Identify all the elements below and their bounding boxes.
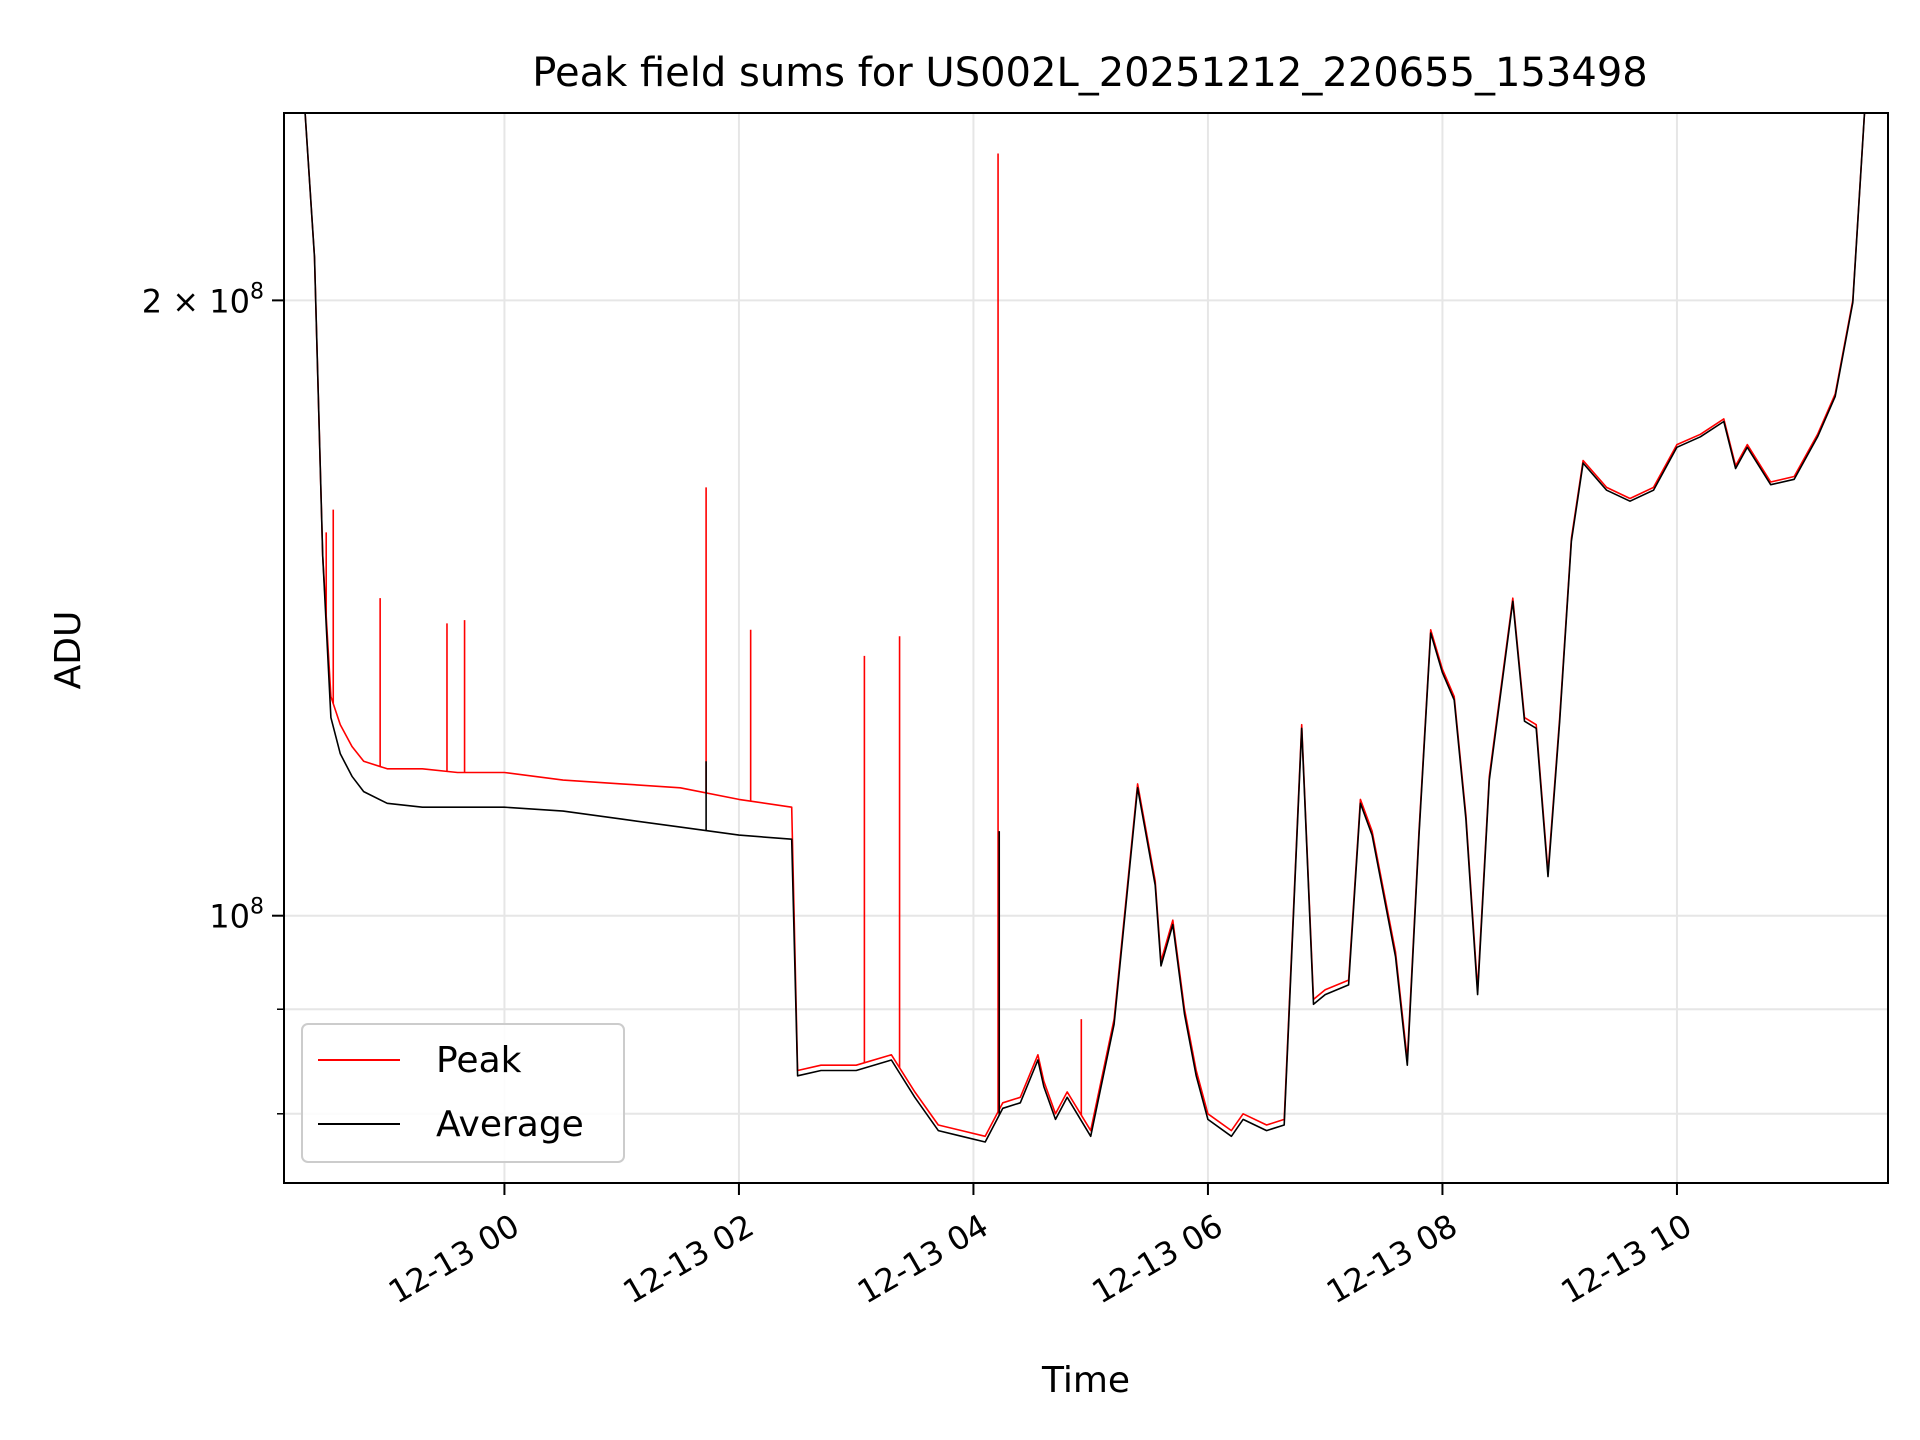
y-tick-label-base: 10 <box>209 898 250 936</box>
average-spikes <box>705 761 1001 1116</box>
plot-area <box>284 113 1888 1143</box>
chart-title: Peak field sums for US002L_20251212_2206… <box>532 50 1647 96</box>
series-line-average <box>284 113 1888 1143</box>
y-axis-label: ADU <box>48 611 89 690</box>
y-tick-label: 2 × 108 <box>142 279 264 320</box>
plot-frame <box>283 112 1889 1184</box>
y-tick-label-base: 2 × 10 <box>142 282 250 320</box>
y-tick-label: 108 <box>209 895 264 936</box>
peak-spikes <box>325 153 1083 1116</box>
legend-frame <box>301 1023 625 1163</box>
legend: Peak Average <box>301 1023 625 1163</box>
y-tick-label-exponent: 8 <box>250 895 264 920</box>
legend-label-average: Average <box>436 1104 584 1145</box>
y-tick-label-exponent: 8 <box>250 279 264 304</box>
legend-label-peak: Peak <box>436 1040 522 1081</box>
series-line-peak <box>284 113 1888 1138</box>
x-axis-label: Time <box>1041 1360 1130 1401</box>
